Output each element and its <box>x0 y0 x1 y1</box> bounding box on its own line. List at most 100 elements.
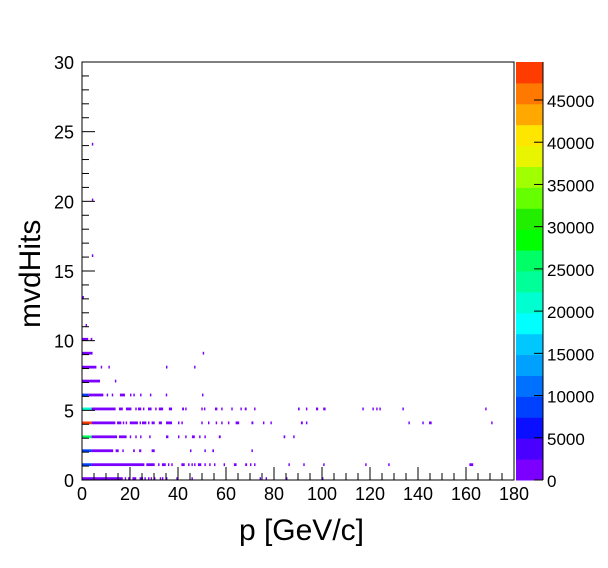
heatmap-cell <box>128 477 130 480</box>
heatmap-cell <box>178 435 180 439</box>
heatmap-cell <box>323 463 325 467</box>
color-bar-label: 40000 <box>547 134 594 153</box>
heatmap-cell <box>372 407 374 411</box>
heatmap-cell <box>165 393 168 397</box>
heatmap-cell <box>82 296 84 299</box>
heatmap-cell <box>259 477 262 480</box>
heatmap-cell <box>91 421 116 425</box>
heatmap-cell <box>90 337 93 341</box>
heatmap-cell <box>82 379 100 383</box>
x-tick-label: 120 <box>355 484 385 504</box>
heatmap-cell <box>166 477 168 480</box>
heatmap-cell <box>244 407 247 411</box>
heatmap-cell <box>139 449 142 453</box>
heatmap-cell <box>254 407 256 411</box>
heatmap-cell <box>322 477 324 480</box>
heatmap-cell <box>82 337 89 341</box>
heatmap-cell <box>202 351 205 355</box>
x-tick-label: 180 <box>499 484 529 504</box>
x-tick-label: 40 <box>168 484 188 504</box>
heatmap-cell <box>119 393 125 397</box>
heatmap-cell <box>254 463 256 467</box>
heatmap-cell <box>305 407 308 411</box>
heatmap-cell <box>140 393 142 397</box>
y-tick-label: 25 <box>54 123 74 143</box>
heatmap-cell <box>286 477 288 480</box>
y-tick-label: 5 <box>64 401 74 421</box>
heatmap-cell <box>204 449 206 453</box>
heatmap-cell <box>82 463 92 467</box>
heatmap-cell <box>91 435 118 439</box>
color-bar-band <box>516 375 543 397</box>
color-bar-label: 5000 <box>547 430 585 449</box>
heatmap-cell <box>185 435 187 439</box>
color-bar-label: 35000 <box>547 176 594 195</box>
heatmap-cell <box>85 323 88 327</box>
color-bar-band <box>516 187 543 209</box>
heatmap-cell <box>305 421 308 425</box>
heatmap-cell <box>227 421 230 425</box>
heatmap-cell <box>362 407 364 411</box>
color-bar-band <box>516 208 543 230</box>
heatmap-cell <box>298 407 300 411</box>
heatmap-cell <box>201 407 203 411</box>
color-bar-band <box>516 250 543 272</box>
heatmap-cell <box>221 407 223 411</box>
heatmap-cell <box>122 449 124 453</box>
heatmap-cell <box>469 463 474 467</box>
heatmap-cells <box>82 142 493 480</box>
heatmap-cell <box>151 421 155 425</box>
x-tick-label: 60 <box>216 484 236 504</box>
heatmap-cell <box>240 407 242 411</box>
heatmap-cell <box>491 421 493 425</box>
color-bar-band <box>516 333 543 356</box>
heatmap-cell <box>148 421 150 425</box>
heatmap-cell <box>191 463 193 467</box>
heatmap-cell <box>122 421 125 425</box>
heatmap-cell <box>190 449 192 453</box>
heatmap-cell <box>251 449 253 453</box>
heatmap-cell <box>125 407 132 411</box>
heatmap-cell <box>82 351 93 355</box>
heatmap-cell <box>82 407 92 411</box>
heatmap-cell <box>129 435 132 439</box>
heatmap-cell <box>106 393 109 397</box>
heatmap-cell <box>202 393 204 397</box>
heatmap-cell <box>82 393 89 397</box>
heatmap-cell <box>265 477 268 480</box>
heatmap-cell <box>91 198 94 202</box>
heatmap-cell <box>176 477 178 480</box>
heatmap-cell <box>82 477 123 480</box>
heatmap-cell <box>166 421 172 425</box>
heatmap-cell <box>167 463 170 467</box>
heatmap-cell <box>150 477 153 480</box>
heatmap-cell <box>91 463 145 467</box>
color-bar: 0 5000 10000 15000 20000 25000 30000 35000 40000… <box>516 62 594 491</box>
y-axis: 0 5 10 15 20 25 30 <box>54 53 95 491</box>
heatmap-cell <box>293 435 295 439</box>
y-axis-title: mvdHits <box>14 220 47 328</box>
heatmap-cell <box>408 421 410 425</box>
color-bar-band <box>516 166 543 188</box>
heatmap-cell <box>212 449 214 453</box>
heatmap-cell <box>218 435 221 439</box>
heatmap-cell <box>197 463 202 467</box>
heatmap-cell <box>245 463 248 467</box>
heatmap-cell <box>288 463 290 467</box>
heatmap-cell <box>155 407 157 411</box>
x-tick-label: 140 <box>403 484 433 504</box>
heatmap-cell <box>91 254 94 258</box>
color-bar-label: 15000 <box>547 345 594 364</box>
heatmap-cell <box>250 463 252 467</box>
heatmap-cell <box>82 435 92 439</box>
heatmap-cell <box>139 421 142 425</box>
heatmap-cell <box>114 379 117 383</box>
color-bar-band <box>516 145 543 167</box>
color-bar-band <box>516 396 543 418</box>
heatmap-cell <box>82 365 97 369</box>
heatmap-cell <box>130 393 132 397</box>
heatmap-cell <box>188 463 190 467</box>
y-tick-label: 20 <box>54 192 74 212</box>
heatmap-cell <box>214 407 218 411</box>
